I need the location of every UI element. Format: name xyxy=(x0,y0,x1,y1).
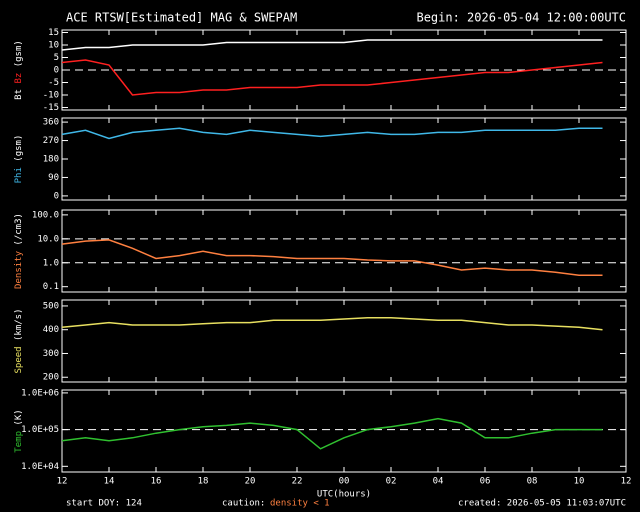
x-tick-label: 02 xyxy=(386,477,397,487)
start-doy: start DOY: 124 xyxy=(66,499,142,509)
y-tick-label: 300 xyxy=(43,349,59,359)
y-tick-label: 360 xyxy=(43,118,59,128)
y-axis-label: Phi (gsm) xyxy=(14,135,24,184)
y-tick-label: 15 xyxy=(48,28,59,38)
legend-entry: Bt xyxy=(14,89,24,100)
x-tick-label: 04 xyxy=(433,477,444,487)
legend-entry: Density xyxy=(14,250,24,289)
y-axis-label: Temp (K) xyxy=(14,409,24,452)
y-tick-label: 90 xyxy=(48,173,59,183)
y-tick-label: 1.0E+05 xyxy=(21,425,59,435)
y-tick-label: 1.0 xyxy=(43,258,59,268)
y-tick-label: 10 xyxy=(48,41,59,51)
x-tick-label: 16 xyxy=(151,477,162,487)
y-tick-label: -15 xyxy=(43,103,59,113)
begin-time: Begin: 2026-05-04 12:00:00UTC xyxy=(416,11,626,25)
y-tick-label: 400 xyxy=(43,325,59,335)
created-time: created: 2026-05-05 11:03:07UTC xyxy=(458,499,626,509)
x-tick-label: 00 xyxy=(339,477,350,487)
data-line xyxy=(61,317,603,331)
data-line xyxy=(61,239,603,277)
y-tick-label: 200 xyxy=(43,373,59,383)
x-tick-label: 18 xyxy=(198,477,209,487)
y-tick-label: 0.1 xyxy=(43,282,59,292)
y-tick-label: 1.0E+06 xyxy=(21,388,59,398)
y-unit: (gsm) xyxy=(14,40,24,67)
y-tick-label: 500 xyxy=(43,301,59,311)
x-tick-label: 20 xyxy=(245,477,256,487)
x-tick-label: 08 xyxy=(527,477,538,487)
y-unit: (K) xyxy=(14,409,24,425)
y-tick-label: -5 xyxy=(48,78,59,88)
y-tick-label: 10.0 xyxy=(37,234,59,244)
x-tick-label: 14 xyxy=(104,477,115,487)
y-tick-label: -10 xyxy=(43,91,59,101)
y-unit: (/cm3) xyxy=(14,213,24,246)
y-tick-label: 5 xyxy=(54,53,59,63)
legend-entry: Speed xyxy=(14,346,24,373)
x-tick-label: 10 xyxy=(574,477,585,487)
legend-entry: Bz xyxy=(14,73,24,84)
x-tick-label: 06 xyxy=(480,477,491,487)
chart-title: ACE RTSW[Estimated] MAG & SWEPAM xyxy=(66,11,297,25)
x-tick-label: 12 xyxy=(57,477,68,487)
caution: caution: xyxy=(222,499,265,509)
y-tick-label: 0 xyxy=(54,191,59,201)
data-line xyxy=(61,39,603,51)
x-tick-label: 22 xyxy=(292,477,303,487)
legend-entry: Temp xyxy=(14,431,24,453)
y-unit: (km/s) xyxy=(14,308,24,341)
y-tick-label: 0 xyxy=(54,66,59,76)
x-tick-label: 12 xyxy=(621,477,632,487)
y-tick-label: 1.0E+04 xyxy=(21,462,59,472)
legend-entry: Phi xyxy=(14,167,24,183)
y-axis-label: Density (/cm3) xyxy=(14,213,24,289)
y-axis-label: Speed (km/s) xyxy=(14,308,24,373)
data-line xyxy=(61,127,603,140)
y-tick-label: 270 xyxy=(43,136,59,146)
x-axis-label: UTC(hours) xyxy=(317,490,371,500)
y-tick-label: 100.0 xyxy=(32,210,59,220)
density-note: density < 1 xyxy=(270,499,330,509)
y-unit: (gsm) xyxy=(14,135,24,162)
y-axis-label: Bt Bz (gsm) xyxy=(14,40,24,100)
y-tick-label: 180 xyxy=(43,155,59,165)
data-line xyxy=(61,59,603,96)
data-line xyxy=(61,417,603,450)
